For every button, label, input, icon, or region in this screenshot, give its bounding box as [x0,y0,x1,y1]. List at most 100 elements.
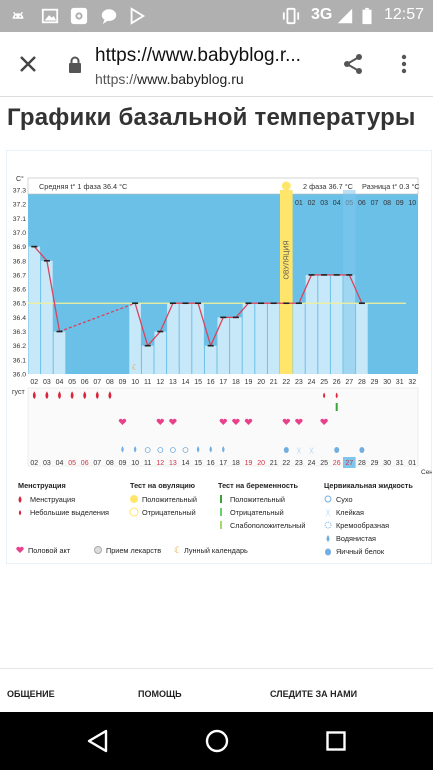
overflow-menu-icon[interactable] [400,53,408,75]
day-label: 27 [345,379,353,386]
y-tick-label: 37.0 [13,230,26,237]
clock: 12:57 [384,6,425,23]
y-axis-label: C° [16,175,24,183]
menstruation-drop-icon [58,391,61,399]
url-text[interactable]: https://www.babyblog.ru [95,71,244,87]
home-icon[interactable] [205,729,229,753]
temperature-point [258,302,265,305]
day-label: 30 [383,379,391,386]
cycle-day-label: 02 [308,200,316,207]
legend-pregnancy-test-item: Положительный [230,495,285,504]
cervical-dry-icon [144,447,151,453]
legend-eggwhite-icon [325,548,331,556]
intercourse-heart-icon [320,418,328,425]
phase2-average: 2 фаза 36.7 °C [303,182,353,191]
temperature-point [195,302,202,305]
y-tick-label: 37.3 [13,188,26,195]
cycle-day-label: 01 [295,200,303,207]
temperature-bar [167,303,179,374]
close-icon[interactable] [18,54,38,74]
intercourse-heart-icon [169,418,177,425]
vibrate-icon [282,7,300,25]
share-icon[interactable] [342,53,364,75]
day-label: 08 [106,379,114,386]
date-label: 27 [345,460,353,467]
legend-sticky-icon: ᚷ [326,509,331,517]
temperature-point [31,245,38,248]
temperature-line-segment [46,260,61,332]
temperature-line-segment [298,274,313,304]
temperature-point [295,302,302,305]
menstruation-drop-icon [95,391,99,399]
date-label: 26 [333,460,341,467]
y-tick-label: 36.7 [13,272,26,279]
y-tick-label: 36.6 [13,287,26,294]
intercourse-heart-icon [295,418,303,425]
legend-negative-ovulation-icon [129,507,139,517]
today-date-highlight [343,457,356,468]
cycle-day-label: 10 [408,200,416,207]
legend-moon-icon: ☾ [174,545,182,555]
temperature-bar [318,274,330,374]
cervical-watery-icon [222,446,225,453]
month-label-right: Сен [421,469,432,476]
footer-help[interactable]: ПОМОЩЬ [138,689,182,699]
date-label: 31 [396,460,404,467]
back-icon[interactable] [86,729,108,753]
temperature-point [157,330,164,333]
small-bleeding-icon [335,392,338,399]
day-label: 19 [245,379,253,386]
recents-icon[interactable] [326,731,346,751]
day-label: 10 [131,379,139,386]
cycle-day-label: 09 [396,200,404,207]
cervical-sticky-icon: ᚷ [297,447,302,455]
legend-dry-icon [324,495,332,503]
temperature-line-segment [235,302,249,318]
temperature-line-segment [147,331,161,347]
page-title-in-toolbar[interactable]: https://www.babyblog.r... [95,45,301,66]
day-label: 12 [156,379,164,386]
moon-icon: ☾ [132,363,139,372]
day-label: 13 [169,379,177,386]
day-label: 24 [308,379,316,386]
legend-menstruation-item: Небольшие выделения [30,508,109,517]
day-label: 09 [119,379,127,386]
day-label: 28 [358,379,366,386]
footer-follow[interactable]: СЛЕДИТЕ ЗА НАМИ [270,689,358,699]
date-label: 29 [371,460,379,467]
temperature-difference: Разница t° 0.3 °C [362,182,420,191]
intercourse-heart-icon [118,418,127,425]
date-label: 03 [43,460,51,467]
intercourse-heart-icon [156,418,164,425]
network-signal-icon [337,8,353,24]
temperature-point [270,302,277,305]
month-label: густ [12,389,25,396]
footer-community[interactable]: ОБЩЕНИЕ [7,689,55,699]
date-label: 11 [144,460,151,467]
date-label: 16 [207,460,215,467]
day-label: 23 [295,379,303,386]
cycle-day-label: 07 [371,200,379,207]
play-store-icon [130,7,146,25]
site-footer: ОБЩЕНИЕ ПОМОЩЬ СЛЕДИТЕ ЗА НАМИ [0,668,433,713]
y-tick-label: 36.9 [13,244,26,251]
legend-ovulation-test-item: Отрицательный [142,508,196,517]
cervical-watery-icon [133,446,137,453]
temperature-bar [267,303,280,374]
menstruation-drop-icon [83,391,87,399]
cervical-watery-icon [196,446,200,453]
temperature-bar [154,331,167,374]
temperature-point [308,274,315,276]
date-label: 15 [194,460,202,467]
small-bleeding-icon [323,392,326,399]
temperature-bar [192,303,204,374]
temperature-line-segment [59,302,136,333]
date-label: 06 [81,460,89,467]
image-icon [41,8,59,24]
network-type: 3G [311,6,333,23]
legend-cervical-fluid-item: Водянистая [336,534,376,543]
temperature-point [358,302,365,305]
temperature-bar [141,345,154,374]
legend-bottom-item: Лунный календарь [184,546,248,555]
legend-watery-icon [326,535,330,542]
